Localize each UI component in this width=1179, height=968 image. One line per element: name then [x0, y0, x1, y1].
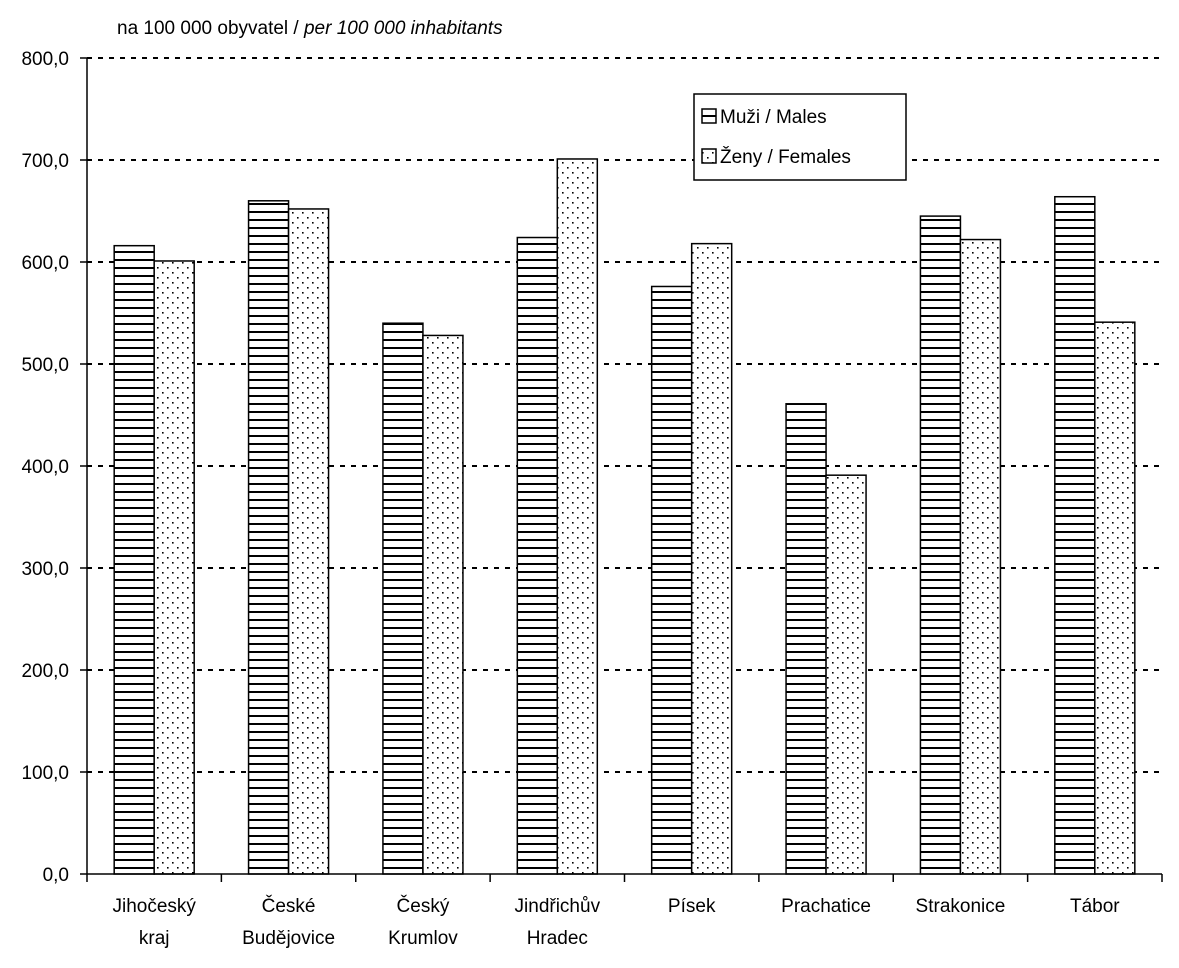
- y-tick-labels: 0,0 100,0 200,0 300,0 400,0 500,0 600,0 700,0 80…: [21, 49, 69, 886]
- x-category-label: Prachatice: [781, 896, 871, 917]
- legend-swatch: [701, 148, 717, 164]
- x-category-label: Jindřichův: [515, 896, 601, 917]
- bar: [153, 260, 195, 875]
- bar: [556, 158, 599, 875]
- x-category-label: Písek: [668, 896, 716, 917]
- bars: [113, 158, 1136, 875]
- unit-label: na 100 000 obyvatel / per 100 000 inhabi…: [117, 18, 503, 39]
- x-category-label: Jihočeský: [112, 896, 196, 917]
- y-tick-label: 400,0: [21, 457, 69, 478]
- legend-label: Muži / Males: [720, 107, 827, 128]
- unit-label-main: na 100 000 obyvatel /: [117, 18, 304, 39]
- x-category-label: České: [262, 895, 316, 917]
- bar: [1094, 321, 1136, 875]
- bar: [959, 238, 1002, 875]
- bar: [690, 242, 733, 875]
- bar: [919, 215, 962, 875]
- y-tick-label: 0,0: [43, 865, 69, 886]
- legend-box: [693, 93, 907, 181]
- y-tick-label: 300,0: [21, 559, 69, 580]
- x-category-label: Český: [397, 895, 450, 917]
- x-category-label: Tábor: [1070, 896, 1120, 917]
- legend-label: Ženy / Females: [720, 146, 851, 168]
- bar: [825, 474, 867, 875]
- bar: [516, 236, 559, 875]
- y-tick-label: 200,0: [21, 661, 69, 682]
- x-category-label: Hradec: [527, 928, 588, 949]
- y-tick-label: 600,0: [21, 253, 69, 274]
- bar: [785, 403, 827, 875]
- bar: [247, 200, 290, 875]
- bar: [1054, 195, 1096, 875]
- axes: [80, 57, 1163, 882]
- x-category-labels: Jihočeský kraj České Budějovice Český Krumlov…: [112, 895, 1120, 949]
- bar: [382, 322, 424, 875]
- bar: [287, 208, 330, 875]
- y-tick-label: 700,0: [21, 151, 69, 172]
- legend: Muži / Males Ženy / Females: [693, 93, 907, 181]
- y-tick-label: 100,0: [21, 763, 69, 784]
- bar: [650, 285, 693, 875]
- x-category-label: Strakonice: [916, 896, 1006, 917]
- x-category-label: kraj: [139, 928, 170, 949]
- x-category-label: Krumlov: [388, 928, 458, 949]
- bar: [113, 244, 155, 875]
- y-tick-label: 800,0: [21, 49, 69, 70]
- unit-label-italic: per 100 000 inhabitants: [303, 18, 503, 39]
- x-category-label: Budějovice: [242, 928, 335, 949]
- bar: [422, 334, 464, 875]
- y-tick-label: 500,0: [21, 355, 69, 376]
- legend-swatch: [701, 108, 717, 124]
